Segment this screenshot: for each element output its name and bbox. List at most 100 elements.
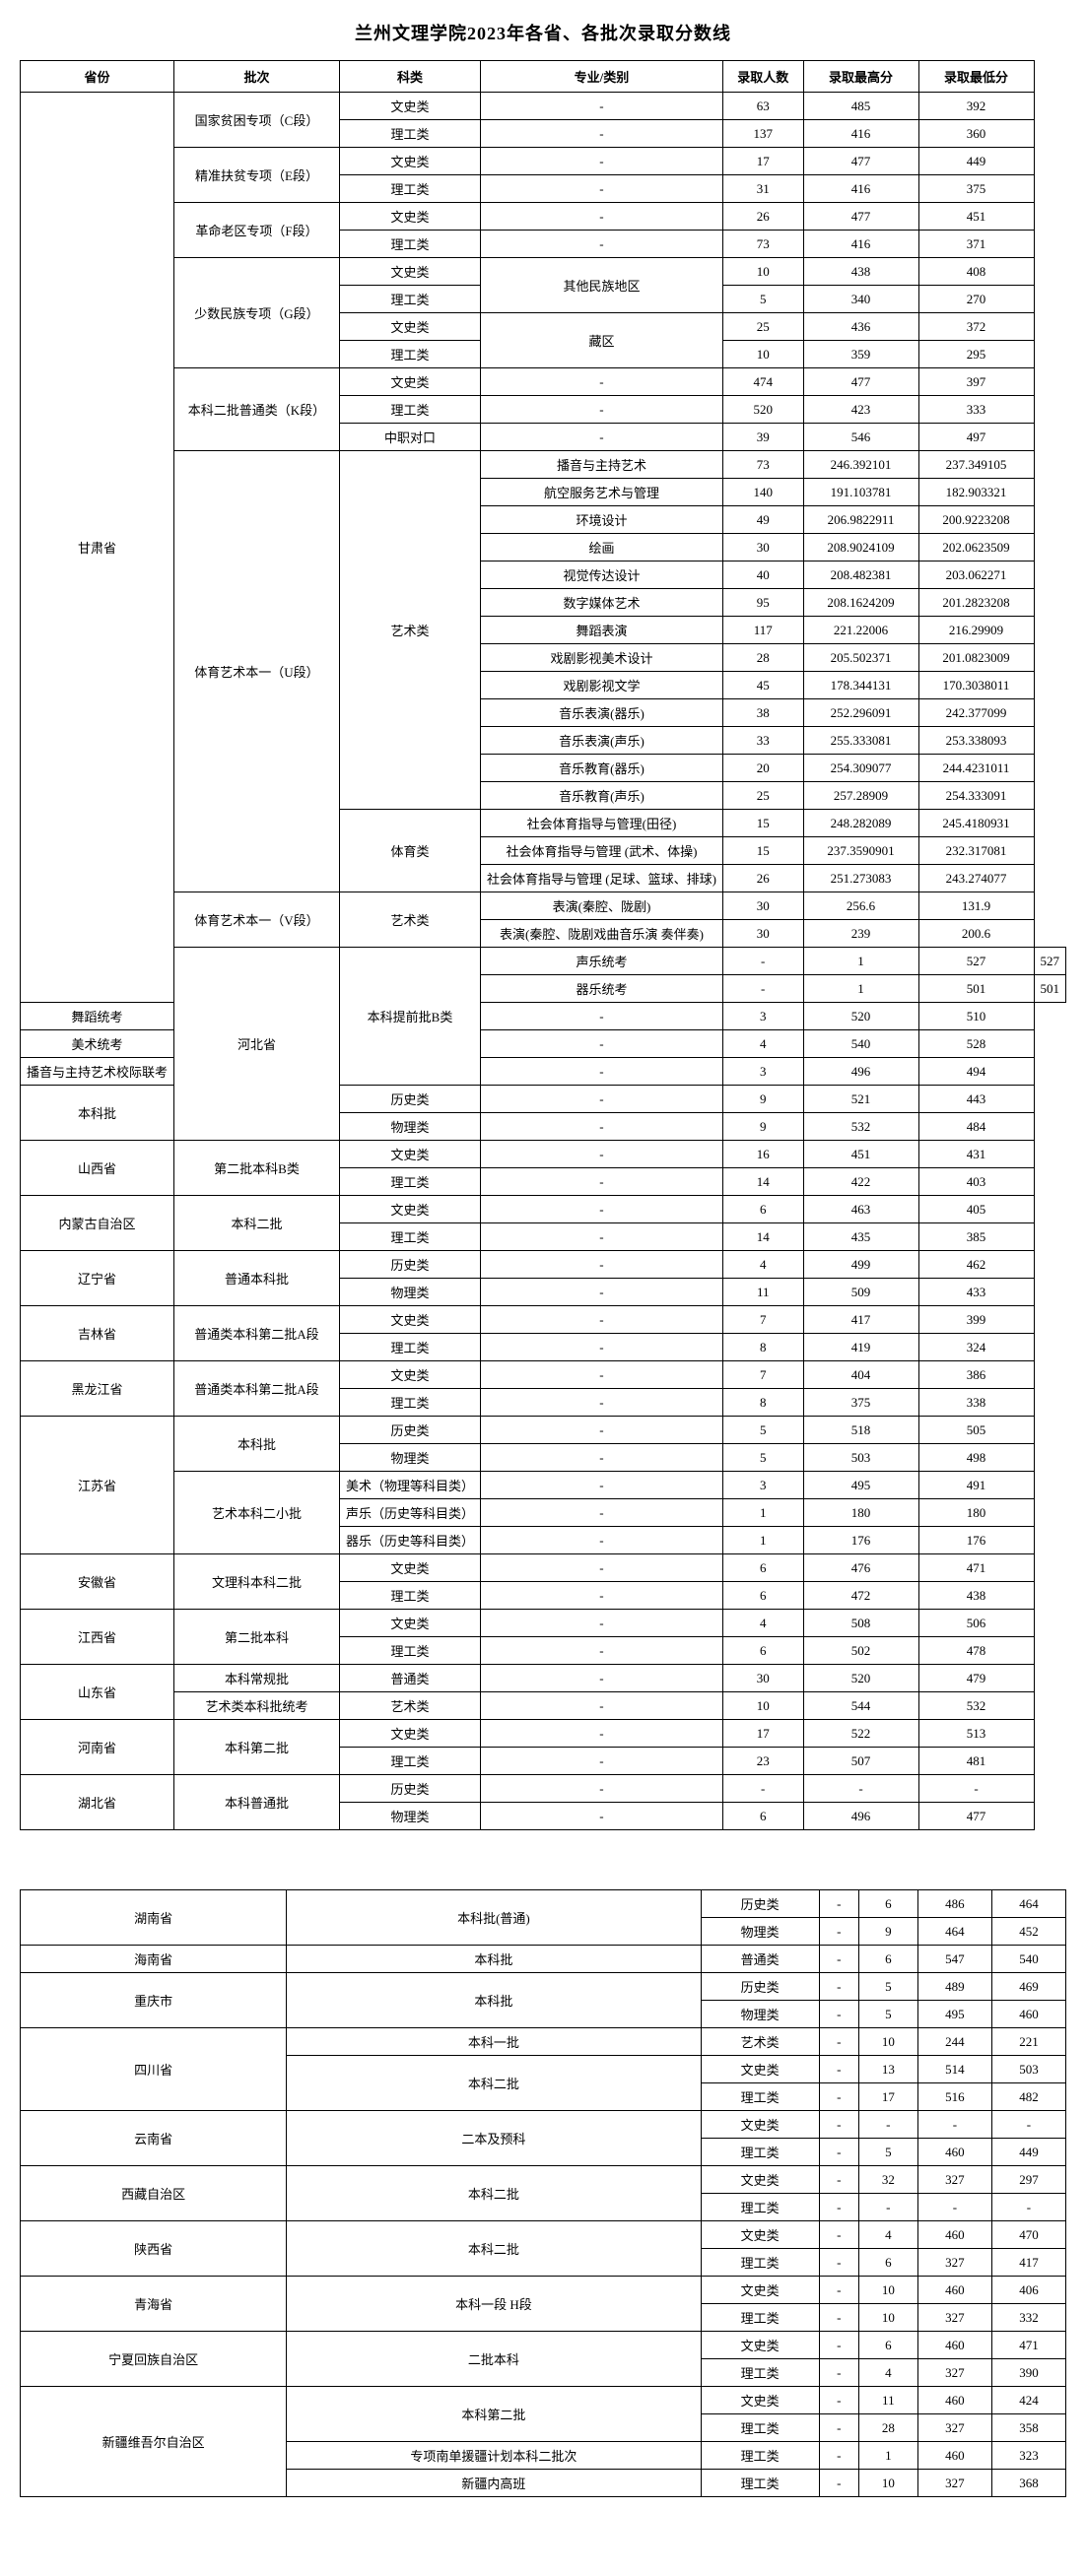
cell-count: 13 bbox=[858, 2056, 917, 2083]
cell-high: 327 bbox=[917, 2414, 991, 2442]
cell-count: 520 bbox=[722, 396, 803, 424]
cell-major: - bbox=[819, 1946, 858, 1973]
cell-count: 6 bbox=[722, 1554, 803, 1582]
cell-high: 191.103781 bbox=[803, 479, 918, 506]
cell-count: 1 bbox=[722, 1499, 803, 1527]
cell-major: - bbox=[481, 148, 723, 175]
cell-category: 物理类 bbox=[701, 1918, 819, 1946]
table-row: 青海省本科一段 H段文史类-10460406 bbox=[21, 2277, 1066, 2304]
cell-low: 333 bbox=[918, 396, 1034, 424]
cell-low: 270 bbox=[918, 286, 1034, 313]
cell-low: 323 bbox=[991, 2442, 1065, 2470]
cell-low: 417 bbox=[991, 2249, 1065, 2277]
table-row: 艺术本科二小批美术（物理等科目类）-3495491 bbox=[21, 1472, 1066, 1499]
cell-category: 理工类 bbox=[701, 2359, 819, 2387]
th-province: 省份 bbox=[21, 61, 174, 93]
cell-major: - bbox=[819, 2056, 858, 2083]
cell-count: 5 bbox=[858, 1973, 917, 2001]
cell-batch: 国家贫困专项（C段） bbox=[174, 93, 340, 148]
cell-high: 472 bbox=[803, 1582, 918, 1610]
cell-low: 385 bbox=[918, 1223, 1034, 1251]
cell-province: 辽宁省 bbox=[21, 1251, 174, 1306]
cell-low: 449 bbox=[918, 148, 1034, 175]
cell-low: 406 bbox=[991, 2277, 1065, 2304]
cell-high: 438 bbox=[803, 258, 918, 286]
cell-major: - bbox=[481, 1361, 723, 1389]
cell-batch: 普通类本科第二批A段 bbox=[174, 1306, 340, 1361]
cell-low: - bbox=[991, 2111, 1065, 2139]
cell-low: 201.0823009 bbox=[918, 644, 1034, 672]
cell-high: 460 bbox=[917, 2139, 991, 2166]
cell-high: 248.282089 bbox=[803, 810, 918, 837]
cell-major: - bbox=[481, 203, 723, 231]
cell-high: 464 bbox=[917, 1918, 991, 1946]
cell-count: 25 bbox=[722, 313, 803, 341]
cell-category: 文史类 bbox=[701, 2166, 819, 2194]
cell-province: 河北省 bbox=[174, 948, 340, 1141]
cell-count: 11 bbox=[858, 2387, 917, 2414]
cell-province: 陕西省 bbox=[21, 2221, 287, 2277]
cell-major: - bbox=[819, 2359, 858, 2387]
cell-batch: 二本及预科 bbox=[287, 2111, 701, 2166]
cell-category: 普通类 bbox=[339, 1665, 480, 1692]
cell-major: - bbox=[819, 2442, 858, 2470]
cell-count: 15 bbox=[722, 837, 803, 865]
table-row: 江苏省本科批历史类-5518505 bbox=[21, 1417, 1066, 1444]
cell-category: 艺术类 bbox=[339, 892, 480, 948]
table-row: 陕西省本科二批文史类-4460470 bbox=[21, 2221, 1066, 2249]
cell-major: 舞蹈表演 bbox=[481, 617, 723, 644]
cell-major: - bbox=[481, 1113, 723, 1141]
table-row: 宁夏回族自治区二批本科文史类-6460471 bbox=[21, 2332, 1066, 2359]
cell-count: 4 bbox=[722, 1610, 803, 1637]
cell-category: 文史类 bbox=[339, 1554, 480, 1582]
cell-category: 历史类 bbox=[339, 1417, 480, 1444]
cell-count: 33 bbox=[722, 727, 803, 755]
cell-major: - bbox=[481, 1196, 723, 1223]
cell-major: 视觉传达设计 bbox=[481, 561, 723, 589]
cell-high: 477 bbox=[803, 203, 918, 231]
cell-low: 200.9223208 bbox=[918, 506, 1034, 534]
cell-major: - bbox=[819, 2332, 858, 2359]
cell-low: 462 bbox=[918, 1251, 1034, 1279]
cell-high: 206.9822911 bbox=[803, 506, 918, 534]
cell-high: - bbox=[917, 2111, 991, 2139]
cell-category: 历史类 bbox=[339, 1251, 480, 1279]
cell-province: 云南省 bbox=[21, 2111, 287, 2166]
cell-low: 540 bbox=[991, 1946, 1065, 1973]
cell-count: 1 bbox=[803, 975, 918, 1003]
table-row: 本科二批普通类（K段）文史类-474477397 bbox=[21, 368, 1066, 396]
cell-major: - bbox=[481, 1030, 723, 1058]
cell-major: - bbox=[481, 175, 723, 203]
cell-count: 8 bbox=[722, 1334, 803, 1361]
table-row: 艺术类本科批统考艺术类-10544532 bbox=[21, 1692, 1066, 1720]
admission-table-1: 省份 批次 科类 专业/类别 录取人数 录取最高分 录取最低分 甘肃省国家贫困专… bbox=[20, 60, 1066, 1830]
cell-category: 器乐统考 bbox=[481, 975, 723, 1003]
cell-category: 文史类 bbox=[701, 2221, 819, 2249]
cell-low: 297 bbox=[991, 2166, 1065, 2194]
cell-count: 9 bbox=[722, 1086, 803, 1113]
cell-batch: 文理科本科二批 bbox=[174, 1554, 340, 1610]
cell-category: 理工类 bbox=[339, 286, 480, 313]
cell-high: 532 bbox=[803, 1113, 918, 1141]
cell-major: - bbox=[819, 2111, 858, 2139]
cell-count: 4 bbox=[858, 2221, 917, 2249]
cell-category: 历史类 bbox=[339, 1086, 480, 1113]
cell-major: - bbox=[722, 975, 803, 1003]
cell-major: 藏区 bbox=[481, 313, 723, 368]
cell-category: 文史类 bbox=[339, 1361, 480, 1389]
cell-low: 449 bbox=[991, 2139, 1065, 2166]
cell-major: - bbox=[481, 93, 723, 120]
cell-count: 117 bbox=[722, 617, 803, 644]
cell-major: - bbox=[481, 1582, 723, 1610]
cell-category: 文史类 bbox=[339, 258, 480, 286]
cell-high: 546 bbox=[803, 424, 918, 451]
cell-category: 文史类 bbox=[701, 2056, 819, 2083]
cell-category: 理工类 bbox=[339, 396, 480, 424]
cell-province: 西藏自治区 bbox=[21, 2166, 287, 2221]
cell-high: 460 bbox=[917, 2221, 991, 2249]
cell-low: 403 bbox=[918, 1168, 1034, 1196]
cell-batch: 本科提前批B类 bbox=[339, 948, 480, 1086]
cell-category: 声乐统考 bbox=[481, 948, 723, 975]
cell-low: 433 bbox=[918, 1279, 1034, 1306]
cell-count: 3 bbox=[722, 1003, 803, 1030]
